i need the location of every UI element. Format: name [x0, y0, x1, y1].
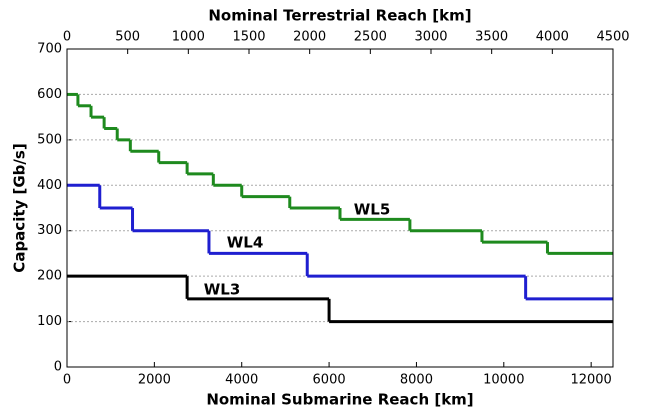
x-tick-label: 2000 — [138, 373, 171, 388]
top-tick-label: 4500 — [596, 30, 629, 45]
top-tick-label: 4000 — [536, 30, 569, 45]
top-tick-label: 1500 — [232, 30, 265, 45]
y-tick-label: 600 — [37, 87, 62, 102]
y-tick-label: 700 — [37, 42, 62, 57]
x-tick-label: 4000 — [225, 373, 258, 388]
x-tick-label: 10000 — [483, 373, 524, 388]
y-axis-label: Capacity [Gb/s] — [11, 143, 29, 272]
x-tick-label: 6000 — [313, 373, 346, 388]
top-tick-label: 3000 — [414, 30, 447, 45]
top-tick-label: 2500 — [354, 30, 387, 45]
x-tick-label: 0 — [63, 373, 71, 388]
top-tick-label: 2000 — [293, 30, 326, 45]
top-tick-label: 1000 — [172, 30, 205, 45]
plot-frame — [66, 48, 614, 368]
y-tick-label: 500 — [37, 132, 62, 147]
series-label: WL3 — [204, 281, 241, 299]
x-axis-label: Nominal Submarine Reach [km] — [206, 391, 473, 409]
y-tick-label: 300 — [37, 223, 62, 238]
y-tick-label: 100 — [37, 314, 62, 329]
series-label: WL4 — [227, 234, 264, 252]
x-tick-label: 12000 — [570, 373, 611, 388]
y-tick-label: 0 — [54, 360, 62, 375]
top-tick-label: 0 — [63, 30, 71, 45]
y-tick-label: 400 — [37, 178, 62, 193]
top-axis-label: Nominal Terrestrial Reach [km] — [208, 7, 471, 25]
series-label: WL5 — [354, 201, 391, 219]
top-tick-label: 3500 — [475, 30, 508, 45]
y-tick-label: 200 — [37, 269, 62, 284]
top-tick-label: 500 — [115, 30, 140, 45]
x-tick-label: 8000 — [400, 373, 433, 388]
